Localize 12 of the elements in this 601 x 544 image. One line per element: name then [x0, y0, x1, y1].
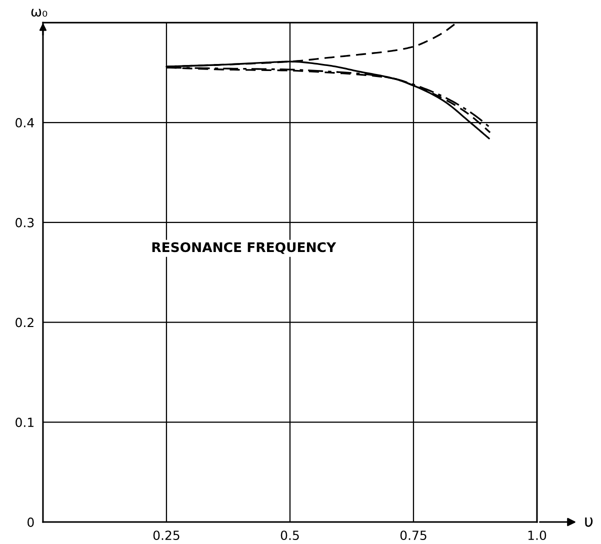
y-axis-title: ω₀ — [31, 8, 48, 17]
x-axis-title: υ — [585, 518, 593, 527]
y-tick-label: 0.2 — [16, 318, 34, 328]
x-tick-label: 0.5 — [280, 530, 299, 540]
y-tick-label: 0.4 — [16, 118, 34, 128]
x-tick-label: 1.0 — [528, 530, 546, 540]
y-tick-label: 0.1 — [16, 418, 34, 428]
y-tick-label: 0.3 — [16, 218, 34, 228]
annotation: RESONANCE FREQUENCY — [152, 242, 336, 254]
y-tick-label: 0 — [28, 517, 34, 527]
x-tick-label: 0.25 — [153, 530, 180, 540]
x-tick-label: 0.75 — [400, 530, 426, 540]
